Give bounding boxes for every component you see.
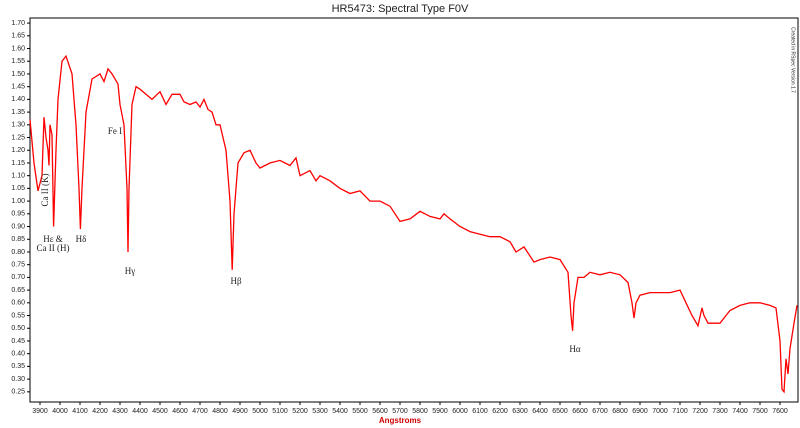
x-tick-label: 7300 xyxy=(712,408,728,415)
y-tick-label: 0.65 xyxy=(11,287,25,294)
x-tick-label: 6700 xyxy=(592,408,608,415)
x-tick-label: 7600 xyxy=(772,408,788,415)
y-tick-label: 1.60 xyxy=(11,45,25,52)
line-annotation: Hε & xyxy=(43,234,63,244)
y-tick-label: 1.00 xyxy=(11,198,25,205)
y-tick-label: 1.20 xyxy=(11,147,25,154)
x-tick-label: 6000 xyxy=(452,408,468,415)
y-tick-label: 0.85 xyxy=(11,236,25,243)
x-tick-label: 6400 xyxy=(532,408,548,415)
y-tick-label: 1.25 xyxy=(11,134,25,141)
x-tick-label: 5200 xyxy=(292,408,308,415)
x-tick-label: 4500 xyxy=(152,408,168,415)
x-tick-label: 5900 xyxy=(432,408,448,415)
y-tick-label: 1.55 xyxy=(11,58,25,65)
x-tick-label: 6100 xyxy=(472,408,488,415)
x-tick-label: 7000 xyxy=(652,408,668,415)
x-tick-label: 5100 xyxy=(272,408,288,415)
y-tick-label: 0.45 xyxy=(11,338,25,345)
x-tick-label: 7200 xyxy=(692,408,708,415)
x-tick-label: 4200 xyxy=(92,408,108,415)
spectrum-line xyxy=(29,54,798,394)
x-tick-label: 5000 xyxy=(252,408,268,415)
y-tick-label: 1.65 xyxy=(11,33,25,40)
x-tick-label: 4700 xyxy=(192,408,208,415)
line-annotation: Ca II (H) xyxy=(37,243,70,253)
plot-frame xyxy=(29,17,799,403)
y-tick-label: 1.50 xyxy=(11,71,25,78)
x-tick-label: 4300 xyxy=(112,408,128,415)
line-annotation: Fe I xyxy=(108,126,122,136)
x-tick-label: 4000 xyxy=(52,408,68,415)
x-tick-label: 6800 xyxy=(612,408,628,415)
y-tick-label: 1.05 xyxy=(11,185,25,192)
y-tick-label: 0.35 xyxy=(11,363,25,370)
line-annotation: Hβ xyxy=(230,276,241,286)
y-tick-label: 1.10 xyxy=(11,173,25,180)
y-tick-label: 0.40 xyxy=(11,351,25,358)
y-tick-label: 0.60 xyxy=(11,300,25,307)
x-tick-label: 5300 xyxy=(312,408,328,415)
y-tick-label: 0.25 xyxy=(11,389,25,396)
x-tick-label: 5400 xyxy=(332,408,348,415)
y-tick-label: 0.90 xyxy=(11,223,25,230)
x-tick-label: 6200 xyxy=(492,408,508,415)
x-tick-label: 5600 xyxy=(372,408,388,415)
x-tick-label: 6900 xyxy=(632,408,648,415)
y-tick-label: 1.15 xyxy=(11,160,25,167)
y-tick-label: 0.70 xyxy=(11,274,25,281)
y-tick-label: 0.80 xyxy=(11,249,25,256)
x-tick-label: 7400 xyxy=(732,408,748,415)
line-annotation: Hα xyxy=(569,344,580,354)
chart-title: HR5473: Spectral Type F0V xyxy=(332,3,469,15)
x-tick-label: 4100 xyxy=(72,408,88,415)
line-annotation: Hγ xyxy=(125,266,135,276)
line-annotation: Ca II (K) xyxy=(40,174,50,207)
x-tick-label: 4900 xyxy=(232,408,248,415)
y-tick-label: 0.75 xyxy=(11,262,25,269)
x-tick-label: 5700 xyxy=(392,408,408,415)
y-tick-label: 1.40 xyxy=(11,96,25,103)
x-tick-label: 7100 xyxy=(672,408,688,415)
x-tick-label: 3900 xyxy=(32,408,48,415)
y-tick-label: 1.30 xyxy=(11,122,25,129)
credit: Created in RSpec Version 1.7 xyxy=(790,27,796,93)
y-tick-label: 0.95 xyxy=(11,211,25,218)
x-tick-label: 5500 xyxy=(352,408,368,415)
x-tick-label: 6500 xyxy=(552,408,568,415)
line-annotation: Hδ xyxy=(76,234,87,244)
y-tick-label: 0.55 xyxy=(11,312,25,319)
y-tick-label: 1.70 xyxy=(11,20,25,27)
x-tick-label: 7500 xyxy=(752,408,768,415)
y-tick-label: 0.50 xyxy=(11,325,25,332)
x-axis-label: Angstroms xyxy=(379,416,422,425)
y-tick-label: 0.30 xyxy=(11,376,25,383)
x-tick-label: 6600 xyxy=(572,408,588,415)
x-tick-label: 4600 xyxy=(172,408,188,415)
x-tick-label: 4800 xyxy=(212,408,228,415)
y-tick-label: 1.35 xyxy=(11,109,25,116)
x-tick-label: 5800 xyxy=(412,408,428,415)
y-tick-label: 1.45 xyxy=(11,84,25,91)
x-tick-label: 6300 xyxy=(512,408,528,415)
x-tick-label: 4400 xyxy=(132,408,148,415)
